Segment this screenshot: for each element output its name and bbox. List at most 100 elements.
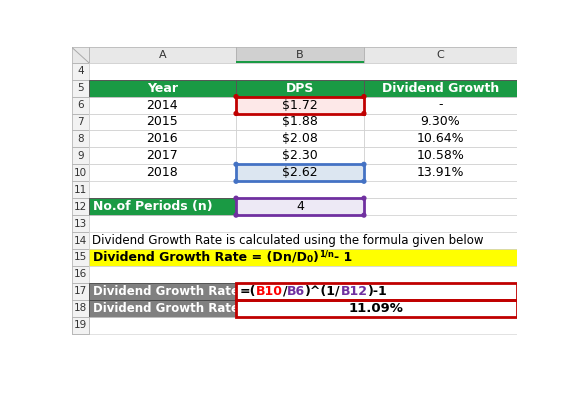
Bar bbox=[89, 198, 236, 215]
Text: DPS: DPS bbox=[286, 82, 314, 95]
Text: n: n bbox=[283, 251, 292, 264]
Bar bbox=[72, 317, 89, 334]
Bar bbox=[72, 97, 89, 113]
Bar bbox=[72, 283, 89, 300]
Text: )^(1/: )^(1/ bbox=[305, 285, 341, 298]
Text: 10.64%: 10.64% bbox=[417, 132, 464, 145]
Text: A: A bbox=[158, 50, 166, 60]
Bar bbox=[236, 164, 364, 181]
Text: B: B bbox=[296, 50, 304, 60]
Bar bbox=[364, 198, 517, 215]
Text: 11.09%: 11.09% bbox=[349, 302, 404, 315]
Bar bbox=[89, 113, 236, 130]
Bar bbox=[89, 47, 236, 63]
Text: $2.62: $2.62 bbox=[282, 166, 318, 179]
Text: 14: 14 bbox=[73, 236, 87, 245]
Bar bbox=[236, 198, 364, 215]
Bar bbox=[236, 97, 364, 113]
Text: ): ) bbox=[313, 251, 319, 264]
Bar bbox=[89, 181, 517, 198]
Circle shape bbox=[362, 196, 366, 200]
Bar bbox=[72, 266, 89, 283]
Text: $2.08: $2.08 bbox=[282, 132, 318, 145]
Bar bbox=[236, 130, 364, 147]
Bar bbox=[364, 47, 517, 63]
Bar bbox=[72, 113, 89, 130]
Bar bbox=[72, 130, 89, 147]
Text: -: - bbox=[438, 98, 443, 112]
Circle shape bbox=[362, 95, 366, 98]
Bar bbox=[72, 300, 89, 317]
Circle shape bbox=[362, 162, 366, 166]
Bar bbox=[236, 80, 364, 97]
Bar bbox=[89, 317, 517, 334]
Circle shape bbox=[234, 213, 238, 217]
Text: Year: Year bbox=[147, 82, 178, 95]
Circle shape bbox=[362, 213, 366, 217]
Text: 0: 0 bbox=[307, 255, 313, 264]
Bar bbox=[236, 300, 517, 317]
Bar bbox=[89, 232, 517, 249]
Bar bbox=[72, 164, 89, 181]
Text: 6: 6 bbox=[77, 100, 84, 110]
Text: - 1: - 1 bbox=[333, 251, 352, 264]
Bar bbox=[236, 300, 517, 317]
Bar bbox=[89, 300, 236, 317]
Bar bbox=[89, 249, 517, 266]
Bar bbox=[89, 80, 236, 97]
Text: /: / bbox=[282, 285, 287, 298]
Bar bbox=[89, 266, 517, 283]
Bar bbox=[364, 130, 517, 147]
Bar bbox=[236, 97, 364, 113]
Text: $1.72: $1.72 bbox=[282, 98, 318, 112]
Bar bbox=[364, 113, 517, 130]
Text: 8: 8 bbox=[77, 134, 84, 144]
Text: B10: B10 bbox=[255, 285, 282, 298]
Bar bbox=[89, 63, 517, 80]
Circle shape bbox=[362, 112, 366, 115]
Text: 13: 13 bbox=[73, 219, 87, 229]
Bar bbox=[89, 97, 236, 113]
Bar bbox=[236, 61, 364, 63]
Bar bbox=[89, 130, 236, 147]
Text: 15: 15 bbox=[73, 253, 87, 262]
Text: 16: 16 bbox=[73, 269, 87, 279]
Text: No.of Periods (n): No.of Periods (n) bbox=[94, 200, 213, 213]
Text: 5: 5 bbox=[77, 83, 84, 93]
Bar bbox=[236, 113, 364, 130]
Circle shape bbox=[234, 162, 238, 166]
Text: 2014: 2014 bbox=[146, 98, 179, 112]
Text: 10.58%: 10.58% bbox=[416, 149, 464, 162]
Bar bbox=[72, 147, 89, 164]
Bar bbox=[72, 181, 89, 198]
Text: Dividend Growth Rate Formula: Dividend Growth Rate Formula bbox=[92, 285, 297, 298]
Text: $2.30: $2.30 bbox=[282, 149, 318, 162]
Bar bbox=[89, 215, 517, 232]
Text: =(: =( bbox=[239, 285, 255, 298]
Text: Dividend Growth Rate is calculated using the formula given below: Dividend Growth Rate is calculated using… bbox=[92, 234, 483, 247]
Text: 2017: 2017 bbox=[146, 149, 179, 162]
Bar bbox=[72, 317, 89, 334]
Text: 2015: 2015 bbox=[146, 115, 179, 128]
Bar bbox=[72, 47, 89, 63]
Bar bbox=[236, 47, 364, 63]
Text: B6: B6 bbox=[287, 285, 305, 298]
Bar bbox=[236, 283, 517, 300]
Text: Dividend Growth: Dividend Growth bbox=[382, 82, 499, 95]
Text: 19: 19 bbox=[73, 320, 87, 330]
Text: B12: B12 bbox=[341, 285, 368, 298]
Bar bbox=[236, 198, 364, 215]
Text: 11: 11 bbox=[73, 185, 87, 195]
Text: 4: 4 bbox=[77, 66, 84, 76]
Bar bbox=[364, 80, 517, 97]
Text: 9: 9 bbox=[77, 151, 84, 161]
Text: 12: 12 bbox=[73, 202, 87, 212]
Bar bbox=[364, 147, 517, 164]
Bar bbox=[72, 215, 89, 232]
Text: $1.88: $1.88 bbox=[282, 115, 318, 128]
Bar bbox=[236, 147, 364, 164]
Bar bbox=[89, 164, 236, 181]
Bar bbox=[236, 164, 364, 181]
Text: /D: /D bbox=[292, 251, 307, 264]
Text: 17: 17 bbox=[73, 286, 87, 296]
